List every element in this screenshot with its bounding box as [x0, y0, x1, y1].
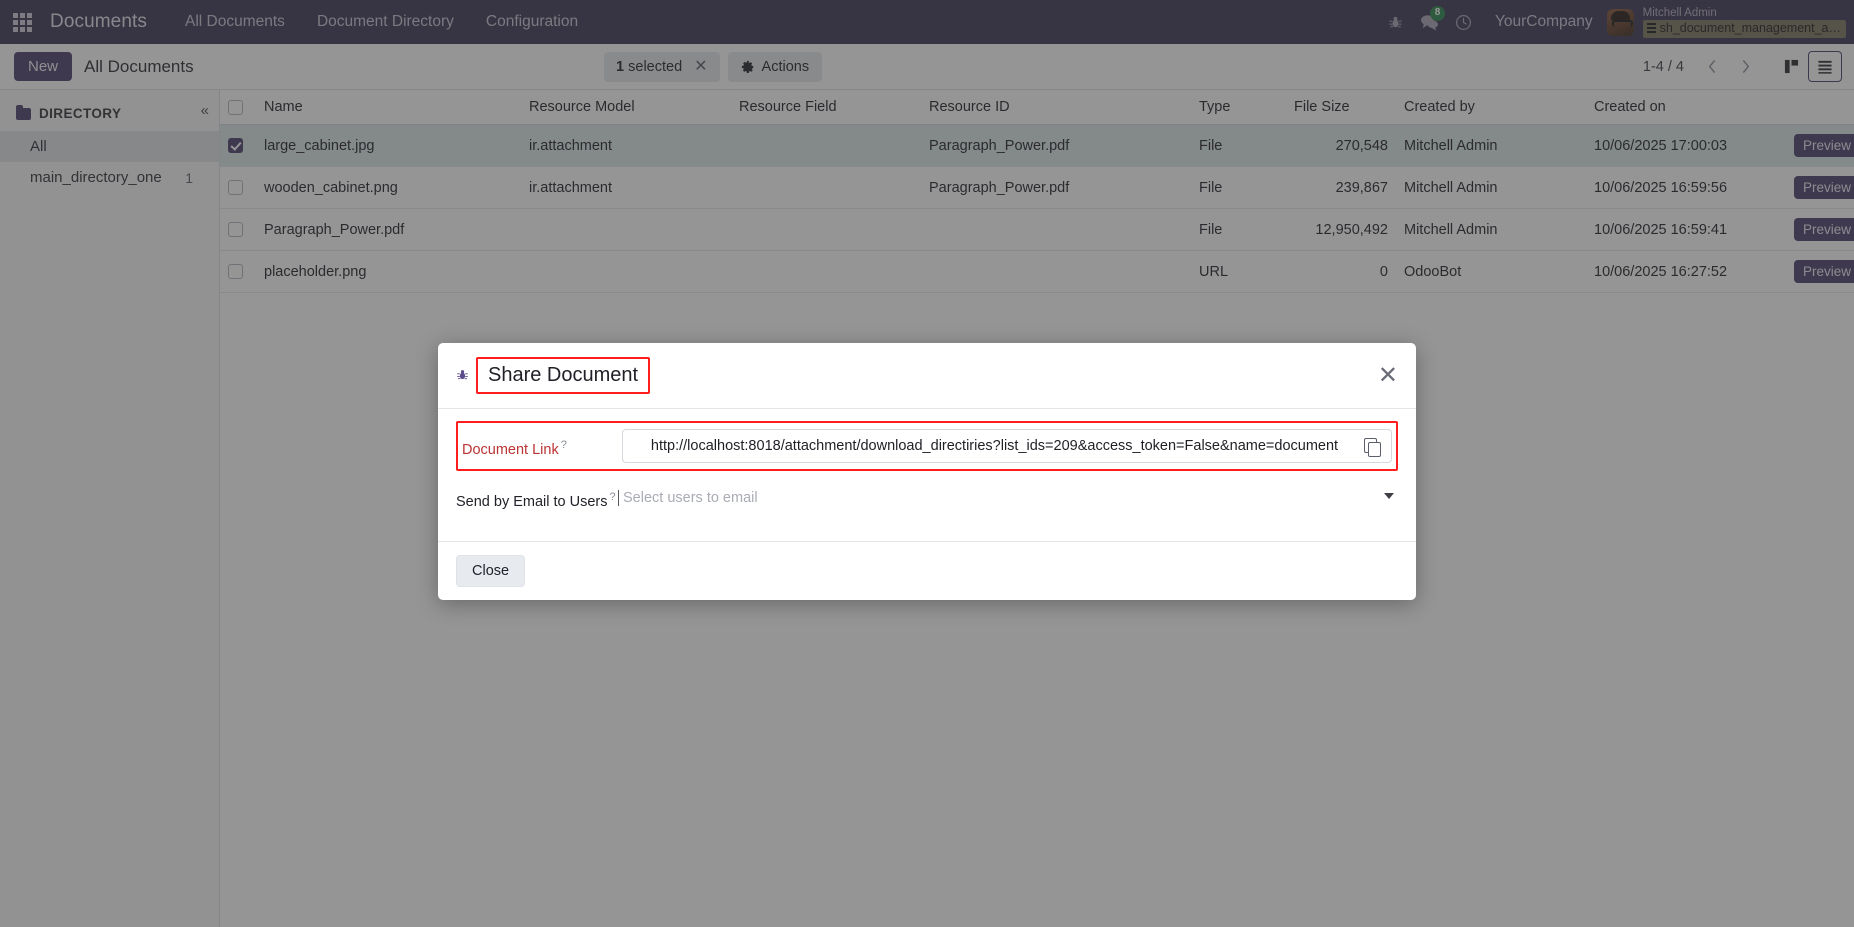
- send-by-email-label: Send by Email to Users?: [456, 491, 616, 510]
- dialog-title: Share Document: [476, 357, 651, 394]
- help-tooltip-icon[interactable]: ?: [609, 491, 616, 503]
- share-document-dialog: Share Document ✕ Document Link? http://l…: [438, 343, 1416, 600]
- bug-icon[interactable]: [456, 368, 472, 384]
- help-tooltip-icon[interactable]: ?: [560, 439, 567, 451]
- send-by-email-field-group: Send by Email to Users? Select users to …: [456, 477, 1398, 519]
- dialog-body: Document Link? http://localhost:8018/att…: [438, 409, 1416, 541]
- send-by-email-control: Select users to email: [616, 481, 1398, 515]
- document-link-value: http://localhost:8018/attachment/downloa…: [650, 438, 1339, 454]
- send-by-email-input[interactable]: Select users to email: [616, 481, 1398, 515]
- close-icon[interactable]: ✕: [1377, 361, 1398, 389]
- document-link-label: Document Link?: [462, 439, 567, 458]
- document-link-field-group: Document Link? http://localhost:8018/att…: [456, 421, 1398, 471]
- document-link-control: http://localhost:8018/attachment/downloa…: [622, 429, 1392, 463]
- dialog-header: Share Document ✕: [438, 343, 1416, 409]
- caret-down-icon[interactable]: [1384, 493, 1394, 499]
- document-link-input[interactable]: http://localhost:8018/attachment/downloa…: [622, 429, 1392, 463]
- copy-icon[interactable]: [1364, 437, 1381, 457]
- close-button[interactable]: Close: [456, 555, 526, 587]
- send-by-email-placeholder: Select users to email: [618, 490, 758, 506]
- dialog-footer: Close: [438, 541, 1416, 600]
